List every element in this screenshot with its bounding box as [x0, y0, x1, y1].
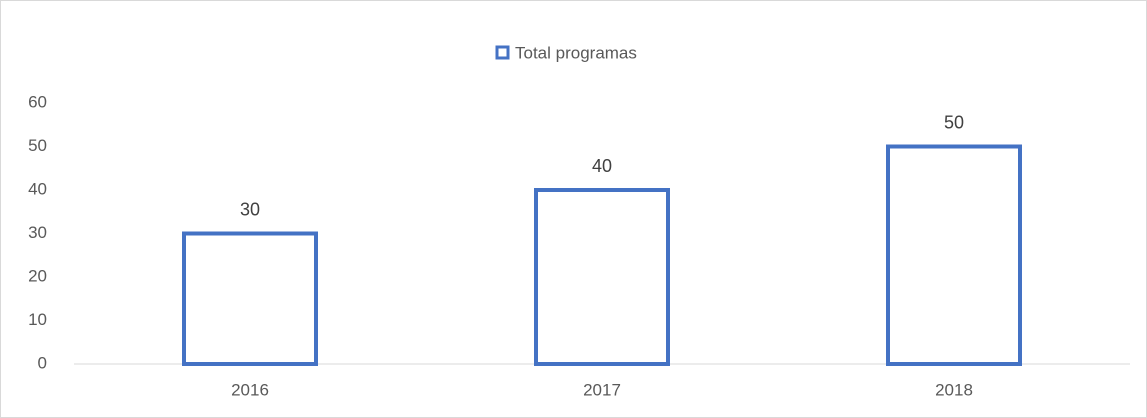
bar — [534, 188, 670, 366]
data-label: 50 — [944, 112, 964, 132]
legend-swatch — [495, 45, 510, 60]
legend-label: Total programas — [515, 43, 637, 62]
x-tick-label: 2016 — [231, 380, 269, 399]
y-tick-label: 10 — [28, 310, 47, 329]
bar — [886, 144, 1022, 366]
data-label: 40 — [592, 156, 612, 176]
y-tick-label: 20 — [28, 266, 47, 285]
bar — [182, 231, 318, 366]
y-tick-label: 60 — [28, 92, 47, 111]
y-tick-label: 40 — [28, 179, 47, 198]
x-tick-label: 2018 — [935, 380, 973, 399]
y-tick-label: 30 — [28, 223, 47, 242]
y-tick-label: 0 — [38, 353, 47, 372]
x-tick-label: 2017 — [583, 380, 621, 399]
y-tick-label: 50 — [28, 136, 47, 155]
data-label: 30 — [240, 199, 260, 219]
